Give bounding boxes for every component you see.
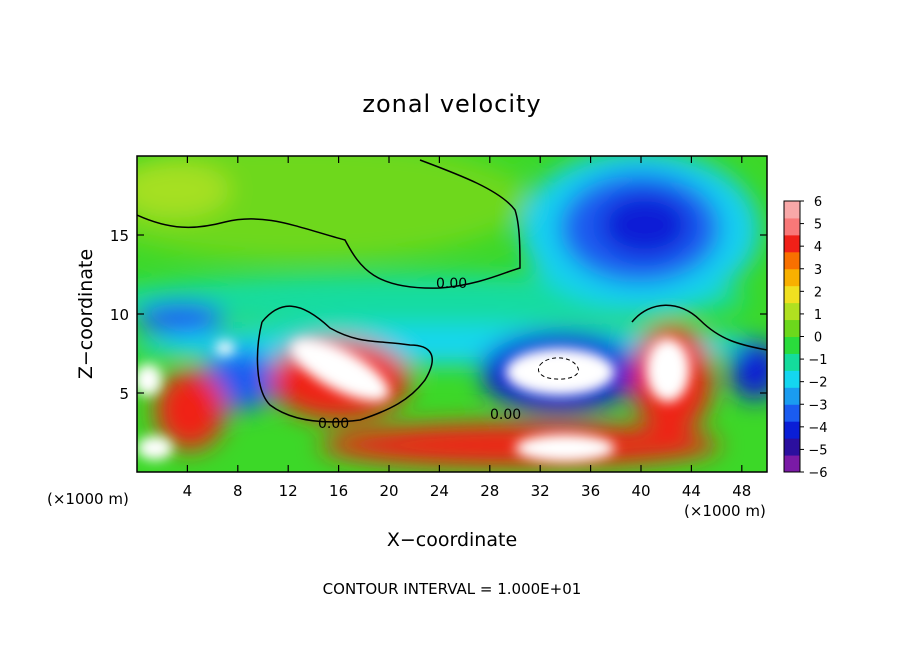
colorbar-swatch: [784, 234, 800, 253]
x-axis-unit-left: (×1000 m): [47, 490, 129, 508]
colorbar-swatch: [784, 302, 800, 321]
heatmap-field: 0.00 0.00 0.00: [137, 156, 767, 472]
colorbar-tick-label: 1: [814, 308, 822, 323]
colorbar-tick-label: −1: [808, 353, 827, 368]
white-core-small: [215, 341, 235, 355]
x-tick-label: 40: [631, 482, 650, 500]
y-tick-label: 15: [110, 227, 129, 245]
x-tick-label: 36: [581, 482, 600, 500]
chart-title: zonal velocity: [362, 90, 541, 118]
colorbar-tick-label: 3: [814, 263, 822, 278]
x-axis-label: X−coordinate: [387, 529, 517, 551]
lower-left-red: [155, 370, 225, 450]
colorbar-tick-label: 6: [814, 195, 822, 210]
colorbar-swatch: [784, 387, 800, 405]
colorbar-swatch: [784, 370, 800, 388]
x-tick-label: 44: [682, 482, 701, 500]
colorbar-tick-label: −2: [808, 376, 827, 391]
right-dark-blue-core: [600, 193, 690, 257]
x-tick-label: 12: [279, 482, 298, 500]
colorbar-swatch: [784, 319, 800, 337]
white-core-bottom: [515, 434, 615, 462]
colorbar-tick-label: 4: [814, 240, 822, 255]
y-tick-label: 5: [119, 385, 129, 403]
x-tick-label: 8: [233, 482, 243, 500]
zero-contour-right: [631, 304, 767, 351]
x-axis: 4 8 12 16 20 24 28 32 36 40 44 48: [183, 156, 751, 500]
zero-contour-mid: [256, 305, 433, 423]
x-tick-label: 48: [732, 482, 751, 500]
left-blue-region: [137, 302, 225, 334]
white-core-right: [646, 338, 690, 402]
x-tick-label: 28: [480, 482, 499, 500]
colorbar: 6 5 4 3 2 1 0 −1 −2 −3 −4 −5 −6: [783, 195, 828, 481]
colorbar-swatch: [784, 268, 800, 287]
zero-contour-upper: [137, 159, 521, 289]
colorbar-swatch: [784, 251, 800, 270]
white-core-bottom-left: [137, 436, 173, 460]
colorbar-tick-label: 0: [814, 331, 822, 346]
colorbar-tick-label: 2: [814, 285, 822, 300]
colorbar-swatch: [784, 217, 800, 236]
x-tick-label: 16: [329, 482, 348, 500]
contour-interval-note: CONTOUR INTERVAL = 1.000E+01: [323, 580, 582, 598]
colorbar-tick-label: 5: [814, 218, 822, 233]
colorbar-swatch: [784, 438, 800, 456]
white-core-center: [505, 348, 615, 396]
x-tick-label: 24: [430, 482, 449, 500]
y-axis: 5 10 15: [110, 227, 767, 403]
contour-label-center: 0.00: [490, 407, 521, 423]
colorbar-tick-label: −5: [808, 443, 827, 458]
white-core-left-diagonal: [290, 338, 390, 402]
contour-label-upper: 0.00: [436, 276, 467, 292]
x-axis-unit-right: (×1000 m): [684, 502, 766, 520]
upper-green-region: [137, 156, 530, 260]
contour-label-lower: 0.00: [318, 416, 349, 432]
colorbar-swatch: [784, 353, 800, 371]
x-tick-label: 32: [531, 482, 550, 500]
colorbar-tick-label: −3: [808, 398, 827, 413]
upper-light-green-region: [137, 162, 230, 218]
colorbar-swatch: [784, 404, 800, 422]
far-right-blue: [730, 340, 767, 400]
colorbar-tick-label: −4: [808, 421, 827, 436]
colorbar-swatch: [784, 421, 800, 439]
colorbar-tick-label: −6: [808, 466, 827, 481]
colorbar-swatch: [784, 285, 800, 304]
colorbar-swatch: [784, 336, 800, 354]
y-tick-label: 10: [110, 306, 129, 324]
dashed-contour: [537, 357, 579, 380]
x-tick-label: 4: [183, 482, 193, 500]
colorbar-swatch: [784, 201, 800, 219]
white-core-edge: [137, 364, 162, 396]
colorbar-swatch: [784, 455, 800, 473]
x-tick-label: 20: [379, 482, 398, 500]
y-axis-label: Z−coordinate: [75, 249, 97, 379]
